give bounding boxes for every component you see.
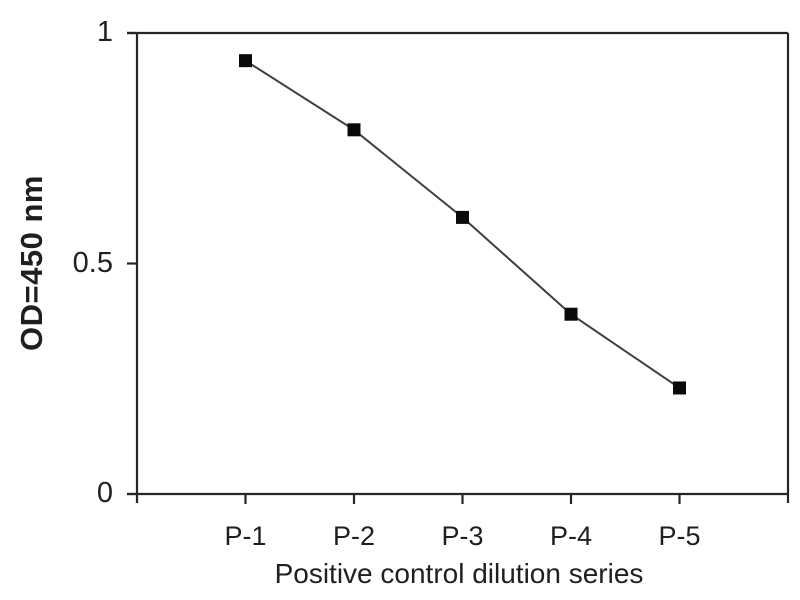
y-tick-label: 0	[96, 476, 113, 509]
y-tick-label: 1	[96, 15, 113, 48]
data-point-marker	[239, 54, 252, 68]
x-tick-label: P-5	[658, 521, 701, 551]
data-point-marker	[564, 307, 578, 321]
data-point-marker	[347, 123, 361, 137]
y-tick-label: 0.5	[72, 246, 113, 279]
y-axis-title: OD=450 nm	[14, 175, 49, 351]
series-line	[244, 59, 681, 389]
x-tick-label: P-1	[224, 521, 267, 551]
x-tick-label: P-2	[332, 521, 376, 551]
data-point-marker	[456, 210, 469, 224]
x-axis-title: Positive control dilution series	[274, 558, 644, 589]
data-point-marker	[673, 381, 686, 395]
x-tick-label: P-3	[441, 521, 484, 551]
x-tick-label: P-4	[549, 521, 593, 551]
